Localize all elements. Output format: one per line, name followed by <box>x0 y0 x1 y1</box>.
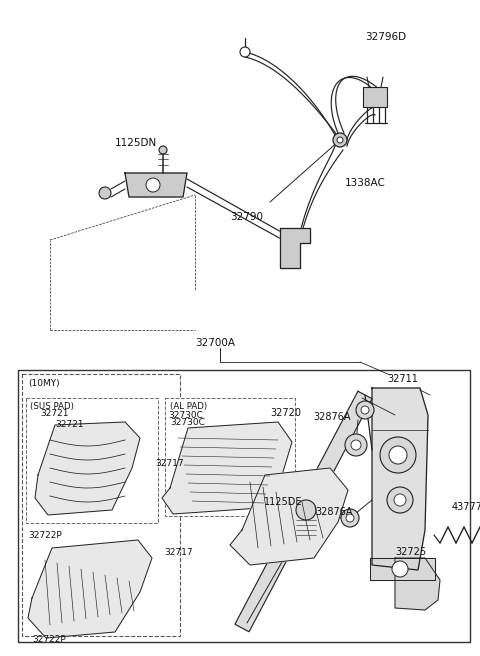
Polygon shape <box>35 422 140 515</box>
Text: 32722P: 32722P <box>32 635 66 644</box>
Text: 32725: 32725 <box>395 547 426 557</box>
Polygon shape <box>235 391 372 632</box>
Circle shape <box>99 187 111 199</box>
Circle shape <box>333 133 347 147</box>
Circle shape <box>394 494 406 506</box>
Circle shape <box>392 561 408 577</box>
Text: 32700A: 32700A <box>195 338 235 348</box>
Text: 32722P: 32722P <box>28 531 62 540</box>
Polygon shape <box>280 228 310 268</box>
Bar <box>18 370 470 642</box>
Text: (10MY): (10MY) <box>28 379 60 388</box>
Text: 32730C: 32730C <box>168 411 203 420</box>
Text: (SUS PAD): (SUS PAD) <box>30 402 74 411</box>
Circle shape <box>345 434 367 456</box>
Polygon shape <box>372 388 428 570</box>
Bar <box>22 374 180 636</box>
Polygon shape <box>395 558 440 610</box>
Circle shape <box>389 446 407 464</box>
Text: 1125DN: 1125DN <box>115 138 157 148</box>
Circle shape <box>159 146 167 154</box>
Text: 32796D: 32796D <box>365 32 406 42</box>
Text: 32720: 32720 <box>270 408 301 418</box>
Circle shape <box>337 137 343 143</box>
Circle shape <box>351 440 361 450</box>
Circle shape <box>380 437 416 473</box>
Text: 1125DE: 1125DE <box>264 497 302 507</box>
Polygon shape <box>370 558 435 580</box>
Polygon shape <box>125 173 187 197</box>
Polygon shape <box>162 422 292 514</box>
Polygon shape <box>230 468 348 565</box>
Circle shape <box>387 487 413 513</box>
Circle shape <box>146 178 160 192</box>
Text: 32717: 32717 <box>164 548 192 557</box>
Circle shape <box>361 406 369 414</box>
Bar <box>26 398 158 523</box>
Circle shape <box>296 500 316 520</box>
Circle shape <box>356 401 374 419</box>
Bar <box>165 398 295 516</box>
Text: 32876A: 32876A <box>315 507 352 517</box>
Text: (AL PAD): (AL PAD) <box>170 402 207 411</box>
Text: 32711: 32711 <box>387 374 418 384</box>
Text: 43777B: 43777B <box>452 502 480 512</box>
Text: 32721: 32721 <box>40 409 69 418</box>
Circle shape <box>346 514 354 522</box>
Text: 32717: 32717 <box>155 459 184 468</box>
Text: 1338AC: 1338AC <box>345 178 386 188</box>
Text: 32790: 32790 <box>230 212 263 222</box>
Circle shape <box>240 47 250 57</box>
Polygon shape <box>28 540 152 638</box>
Text: 32730C: 32730C <box>170 418 205 427</box>
Text: 32876A: 32876A <box>313 412 350 422</box>
Circle shape <box>341 509 359 527</box>
Bar <box>363 87 387 107</box>
Text: 32721: 32721 <box>55 420 84 429</box>
